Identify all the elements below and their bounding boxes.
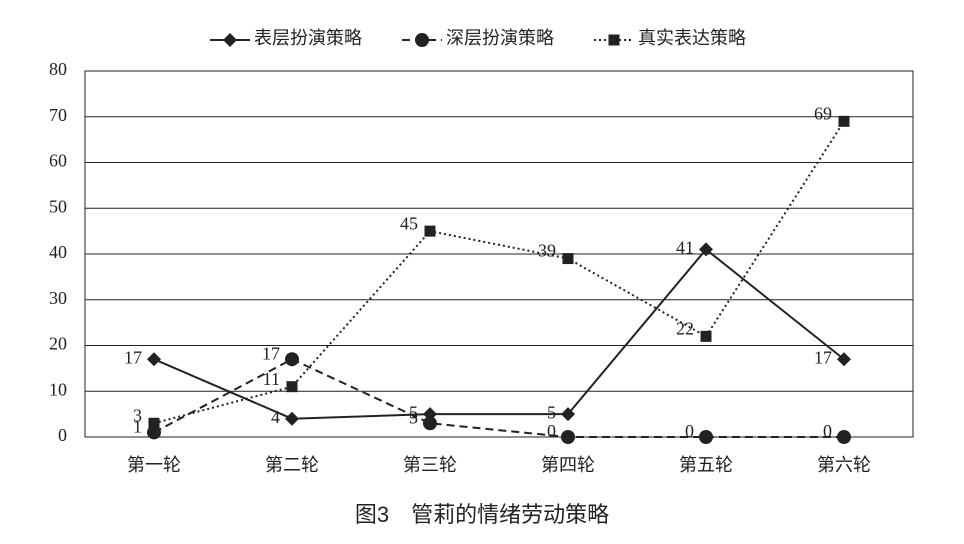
data-label: 45	[400, 213, 418, 233]
data-label: 22	[676, 318, 694, 338]
series-line	[153, 358, 844, 438]
x-tick-label: 第一轮	[127, 455, 181, 475]
data-label: 0	[685, 421, 694, 441]
data-label: 17	[124, 347, 142, 367]
y-tick-label: 10	[49, 379, 67, 399]
data-label: 69	[814, 103, 832, 123]
legend-label: 表层扮演策略	[254, 28, 362, 48]
data-label: 39	[538, 241, 556, 261]
legend-label: 真实表达策略	[638, 28, 746, 48]
marker	[285, 352, 299, 367]
marker	[148, 417, 160, 429]
marker	[699, 242, 713, 257]
marker	[415, 33, 429, 47]
y-tick-label: 80	[49, 59, 67, 79]
series-line	[153, 248, 845, 420]
marker	[837, 352, 851, 367]
data-label: 17	[262, 343, 280, 363]
y-tick-label: 0	[58, 425, 67, 445]
data-label: 5	[409, 402, 418, 422]
marker	[562, 253, 574, 265]
plot-border	[84, 70, 914, 438]
marker	[699, 430, 713, 444]
marker	[147, 352, 161, 367]
y-tick-label: 70	[49, 105, 67, 125]
y-tick-label: 20	[49, 334, 67, 354]
data-label: 1	[133, 417, 142, 437]
legend-label: 深层扮演策略	[446, 28, 554, 48]
marker	[561, 407, 575, 422]
marker	[223, 33, 237, 47]
chart-title: 图3 管莉的情绪劳动策略	[355, 502, 609, 527]
x-tick-label: 第二轮	[265, 455, 319, 475]
marker	[700, 330, 712, 342]
marker	[147, 425, 161, 440]
data-label: 11	[263, 369, 280, 389]
data-label: 5	[547, 402, 556, 422]
x-tick-label: 第四轮	[541, 455, 595, 475]
data-label: 3	[133, 405, 142, 425]
marker	[286, 381, 298, 393]
series-line	[153, 120, 845, 425]
marker	[423, 416, 437, 431]
data-label: 41	[676, 238, 694, 258]
data-label: 3	[409, 407, 418, 427]
data-label: 17	[814, 347, 832, 367]
marker	[285, 411, 299, 426]
y-tick-label: 50	[49, 196, 67, 216]
y-tick-label: 40	[49, 242, 67, 262]
x-tick-label: 第六轮	[817, 455, 871, 475]
marker	[424, 225, 436, 237]
data-label: 4	[271, 407, 280, 427]
data-label: 0	[823, 421, 832, 441]
marker	[837, 430, 851, 444]
x-tick-label: 第五轮	[679, 455, 733, 475]
data-label: 0	[547, 421, 556, 441]
marker	[608, 34, 620, 46]
x-tick-label: 第三轮	[403, 455, 457, 475]
marker	[561, 430, 575, 444]
marker	[838, 115, 850, 127]
y-tick-label: 30	[49, 288, 67, 308]
y-tick-label: 60	[49, 151, 67, 171]
